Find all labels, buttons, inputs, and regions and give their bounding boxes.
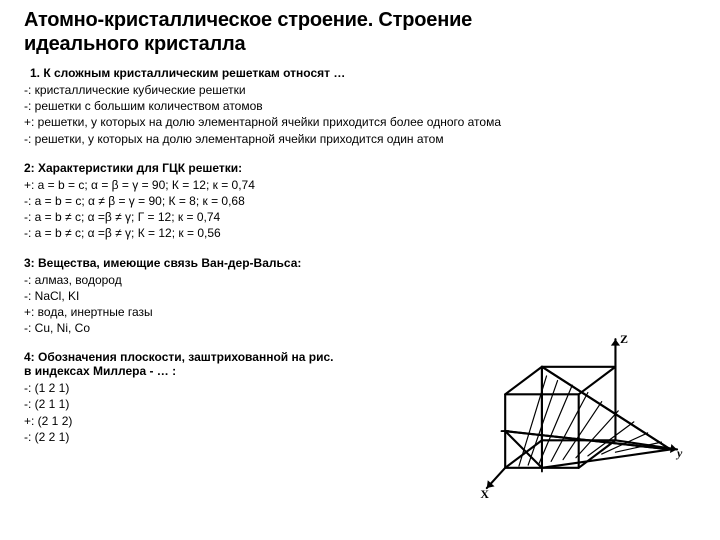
q3-options: -: алмаз, водород -: NaCl, KI +: вода, и… (24, 272, 696, 337)
q3-opt: -: NaCl, KI (24, 288, 696, 304)
svg-text:Z: Z (620, 332, 628, 346)
q4-head-l2: в индексах Миллера - … : (24, 364, 176, 378)
q1-head: 1. К сложным кристаллическим решеткам от… (24, 66, 696, 80)
q3-opt: -: алмаз, водород (24, 272, 696, 288)
q2-head: 2: Характеристики для ГЦК решетки: (24, 161, 696, 175)
q2-opt: -: a = b = c; α ≠ β = γ = 90; К = 8; к =… (24, 193, 696, 209)
q1-opt: -: кристаллические кубические решетки (24, 82, 696, 98)
q2-options: +: a = b = c; α = β = γ = 90; К = 12; к … (24, 177, 696, 242)
miller-plane-diagram: Xy Z (466, 330, 696, 500)
q2-opt: -: a = b ≠ c; α =β ≠ γ; К = 12; к = 0,56 (24, 225, 696, 241)
title-line2: идеального кристалла (24, 33, 245, 55)
q3-opt: +: вода, инертные газы (24, 304, 696, 320)
q1-opt: -: решетки, у которых на долю элементарн… (24, 131, 696, 147)
q4-head: 4: Обозначения плоскости, заштрихованной… (24, 350, 444, 378)
svg-text:X: X (480, 487, 489, 500)
svg-text:y: y (675, 446, 683, 460)
q2-opt: +: a = b = c; α = β = γ = 90; К = 12; к … (24, 177, 696, 193)
q1-opt: -: решетки с большим количеством атомов (24, 98, 696, 114)
q4-opt: +: (2 1 2) (24, 413, 444, 429)
q1-opt: +: решетки, у которых на долю элементарн… (24, 114, 696, 130)
q4-head-l1: 4: Обозначения плоскости, заштрихованной… (24, 350, 333, 364)
title-line1: Атомно-кристаллическое строение. Строени… (24, 9, 472, 31)
q4-opt: -: (1 2 1) (24, 380, 444, 396)
q3-head: 3: Вещества, имеющие связь Ван-дер-Вальс… (24, 256, 696, 270)
q4-opt: -: (2 1 1) (24, 396, 444, 412)
q2-opt: -: a = b ≠ c; α =β ≠ γ; Г = 12; к = 0,74 (24, 209, 696, 225)
page-title: Атомно-кристаллическое строение. Строени… (24, 8, 696, 56)
q1-options: -: кристаллические кубические решетки -:… (24, 82, 696, 147)
q4-options: -: (1 2 1) -: (2 1 1) +: (2 1 2) -: (2 2… (24, 380, 444, 445)
q4-opt: -: (2 2 1) (24, 429, 444, 445)
